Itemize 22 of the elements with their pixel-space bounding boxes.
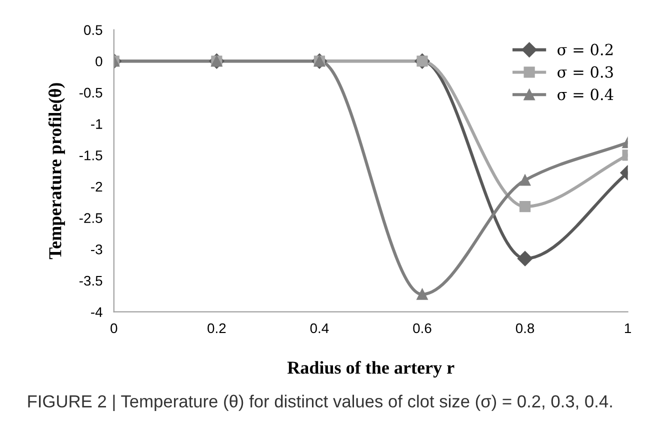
x-tick-label: 0.8	[516, 323, 534, 334]
y-tick-label: -3	[91, 244, 102, 254]
x-tick-label: 0	[110, 323, 118, 334]
y-tick-label: -1.5	[79, 150, 102, 160]
y-tick-label: -4	[91, 307, 102, 317]
y-tick-label: -3.5	[79, 276, 102, 286]
legend-label: σ = 0.4	[558, 88, 614, 100]
x-tick-label: 0.2	[208, 323, 226, 334]
y-axis-title: Temperature profile(θ)	[48, 83, 65, 260]
x-tick-label: 0.4	[310, 323, 329, 334]
y-tick-label: -2.5	[79, 213, 102, 223]
y-tick-label: -1	[91, 119, 102, 129]
y-tick-label: 0.5	[84, 25, 102, 35]
x-tick-label: 1	[624, 323, 631, 334]
legend-label: σ = 0.2	[558, 44, 613, 56]
y-tick-label: -2	[91, 182, 102, 192]
x-axis-title: Radius of the artery r	[287, 360, 454, 378]
y-tick-label: 0	[96, 56, 102, 66]
caption: FIGURE 2 | Temperature (θ) for distinct values of clot size (σ) = 0.2, 0.3, 0.4.	[28, 394, 612, 412]
y-tick-label: -0.5	[79, 88, 102, 98]
legend-label: σ = 0.3	[558, 66, 613, 78]
x-tick-label: 0.6	[413, 323, 432, 334]
